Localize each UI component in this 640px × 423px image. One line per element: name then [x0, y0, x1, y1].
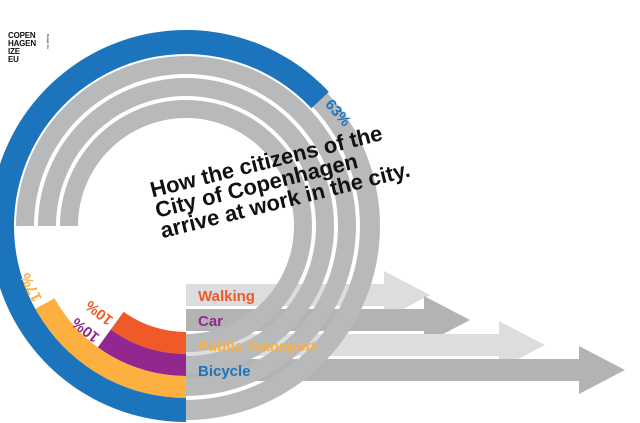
row-label-car: Car — [198, 313, 223, 330]
logo-line: HAGEN — [8, 39, 36, 48]
segment-walking — [110, 311, 186, 354]
copenhagenize-logo: COPEN HAGEN IZE EU Design Co — [8, 31, 50, 64]
source-note: City of Copenhagen Bicycle Account 2014 — [330, 382, 480, 391]
segment-bicycle — [0, 30, 329, 422]
row-label-walking: Walking — [198, 288, 255, 305]
arrow-bicycle — [186, 346, 625, 394]
logo-line: COPEN — [8, 31, 36, 40]
row-label-bicycle: Bicycle — [198, 363, 251, 380]
arrow-public-transport — [186, 321, 545, 369]
logo-line: IZE — [8, 47, 20, 56]
segment-car — [97, 329, 186, 376]
rings-layer — [0, 30, 380, 422]
logo-subtitle: Design Co — [46, 34, 50, 49]
row-label-public-transport: Public Transport — [198, 338, 316, 355]
segment-public-transport — [35, 298, 186, 398]
logo-line: EU — [8, 55, 19, 64]
arrow-car — [186, 296, 470, 344]
